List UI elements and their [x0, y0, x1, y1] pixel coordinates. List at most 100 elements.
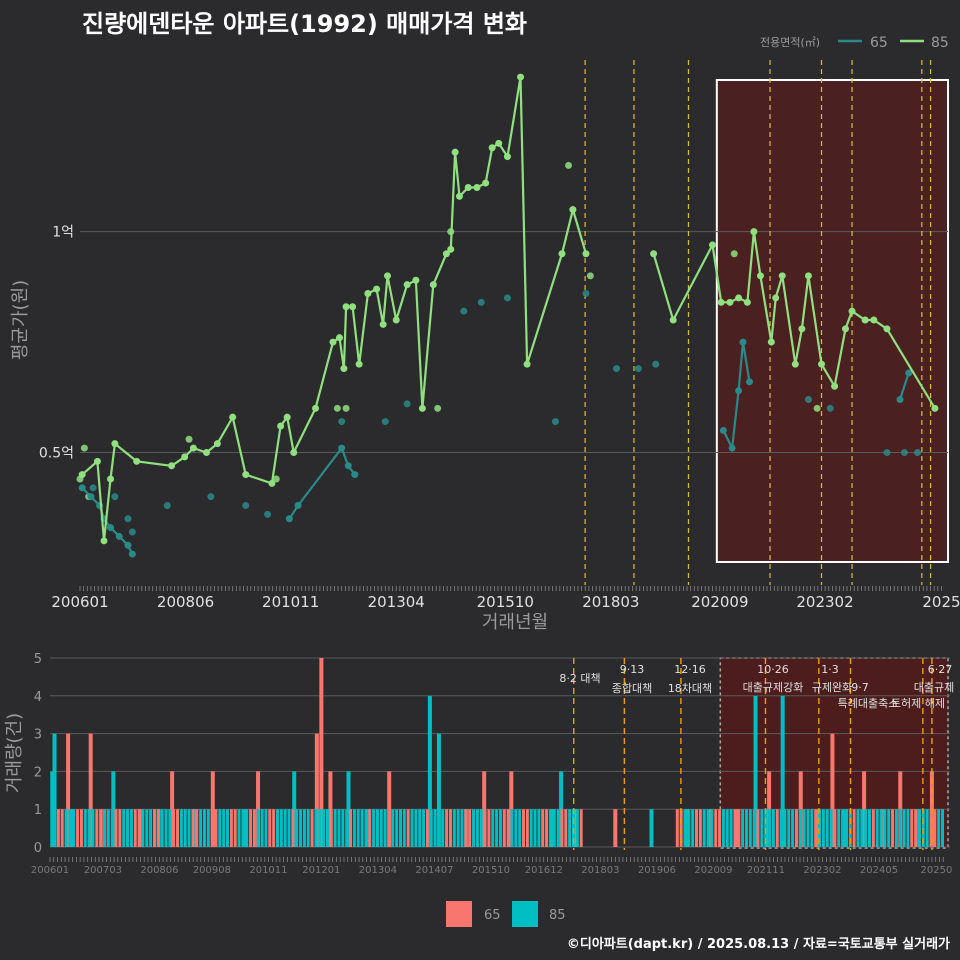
- volume-bar-base: [314, 809, 318, 847]
- price-point-85: [708, 241, 716, 249]
- price-point-85: [418, 404, 426, 412]
- volume-bar-base: [518, 809, 522, 847]
- volume-xtick-label: 200703: [84, 865, 122, 876]
- policy-label: 8·2 대책: [559, 672, 600, 685]
- price-point-85: [78, 471, 86, 479]
- price-point-85: [669, 316, 677, 324]
- volume-bar-base: [399, 809, 403, 847]
- price-xtick-label: 200806: [157, 593, 214, 611]
- volume-bar-base: [806, 809, 810, 847]
- volume-bar-base: [929, 809, 933, 847]
- price-point-65: [89, 484, 97, 492]
- volume-xtick-label: 201510: [472, 865, 510, 876]
- price-point-65: [264, 510, 272, 518]
- price-point-85: [185, 435, 193, 443]
- price-point-65: [163, 502, 171, 509]
- volume-bar-base: [383, 809, 387, 847]
- volume-bar-base: [852, 809, 856, 847]
- volume-bar-base: [68, 809, 72, 847]
- volume-bar-85: [436, 733, 441, 847]
- volume-bar-base: [510, 809, 514, 847]
- policy-label: 18차대책: [668, 682, 712, 695]
- volume-xtick-label: 20250: [921, 865, 953, 876]
- price-point-65: [739, 338, 747, 346]
- volume-bar-base: [744, 809, 748, 847]
- volume-bar-base: [387, 809, 391, 847]
- volume-bar-base: [933, 809, 937, 847]
- volume-bar-base: [164, 809, 168, 847]
- volume-bar-base: [725, 809, 729, 847]
- price-point-85: [451, 148, 459, 156]
- volume-bar-base: [775, 809, 779, 847]
- volume-bar-base: [475, 809, 479, 847]
- volume-bar-base: [195, 809, 199, 847]
- volume-bar-base: [491, 809, 495, 847]
- volume-bar-base: [429, 809, 433, 847]
- volume-bar-base: [264, 809, 268, 847]
- price-point-85: [743, 298, 751, 306]
- volume-bar-base: [160, 809, 164, 847]
- price-point-65: [87, 493, 95, 501]
- price-point-85: [931, 404, 939, 412]
- volume-bar-base: [675, 809, 679, 847]
- price-point-85: [883, 325, 891, 333]
- volume-bar-base: [291, 809, 295, 847]
- policy-label: 종합대책: [612, 682, 652, 695]
- price-point-85: [586, 272, 594, 280]
- volume-bar-base: [210, 809, 214, 847]
- volume-bar-base: [768, 809, 772, 847]
- price-point-65: [78, 484, 86, 492]
- price-point-85: [778, 272, 786, 280]
- volume-bar-base: [691, 809, 695, 847]
- volume-bar-85: [427, 695, 432, 847]
- price-point-85: [523, 360, 531, 368]
- volume-xtick-label: 201011: [249, 865, 287, 876]
- price-xtick-label: 201304: [368, 593, 425, 611]
- volume-bar-base: [821, 809, 825, 847]
- volume-xtick-label: 202405: [860, 865, 898, 876]
- price-point-85: [791, 360, 799, 368]
- volume-bar-85: [649, 809, 654, 847]
- price-point-85: [93, 457, 101, 465]
- volume-bar-base: [875, 809, 879, 847]
- price-point-85: [756, 272, 764, 280]
- price-point-85: [355, 360, 363, 368]
- volume-bar-base: [779, 809, 783, 847]
- volume-bar-base: [141, 809, 145, 847]
- price-point-65: [613, 365, 621, 373]
- volume-bar-base: [329, 809, 333, 847]
- volume-bar-base: [864, 809, 868, 847]
- price-point-85: [434, 404, 442, 412]
- volume-bar-base: [252, 809, 256, 847]
- volume-bar-base: [883, 809, 887, 847]
- price-point-65: [652, 360, 660, 368]
- volume-legend-key-65: [446, 901, 472, 927]
- price-point-85: [582, 250, 590, 258]
- volume-bar-base: [718, 809, 722, 847]
- volume-bar-base: [279, 809, 283, 847]
- price-point-85: [813, 404, 821, 412]
- volume-bar-65: [830, 733, 835, 847]
- price-point-65: [900, 449, 908, 456]
- volume-bar-base: [798, 809, 802, 847]
- volume-bar-base: [318, 809, 322, 847]
- volume-xtick-label: 201201: [302, 865, 340, 876]
- price-point-85: [831, 382, 839, 390]
- volume-bar-base: [249, 809, 253, 847]
- price-point-85: [290, 449, 298, 456]
- volume-xtick-label: 201906: [638, 865, 676, 876]
- price-point-65: [913, 449, 921, 456]
- legend-label-85: 85: [931, 35, 949, 51]
- volume-bar-base: [256, 809, 260, 847]
- volume-bar-base: [168, 809, 172, 847]
- volume-bar-base: [372, 809, 376, 847]
- volume-bar-base: [122, 809, 126, 847]
- price-line-65: [898, 372, 910, 400]
- price-point-65: [719, 426, 727, 434]
- price-point-85: [726, 298, 734, 306]
- price-point-85: [717, 298, 725, 306]
- volume-bar-base: [756, 809, 760, 847]
- volume-bar-base: [337, 809, 341, 847]
- volume-bar-base: [452, 809, 456, 847]
- volume-bar-base: [568, 809, 572, 847]
